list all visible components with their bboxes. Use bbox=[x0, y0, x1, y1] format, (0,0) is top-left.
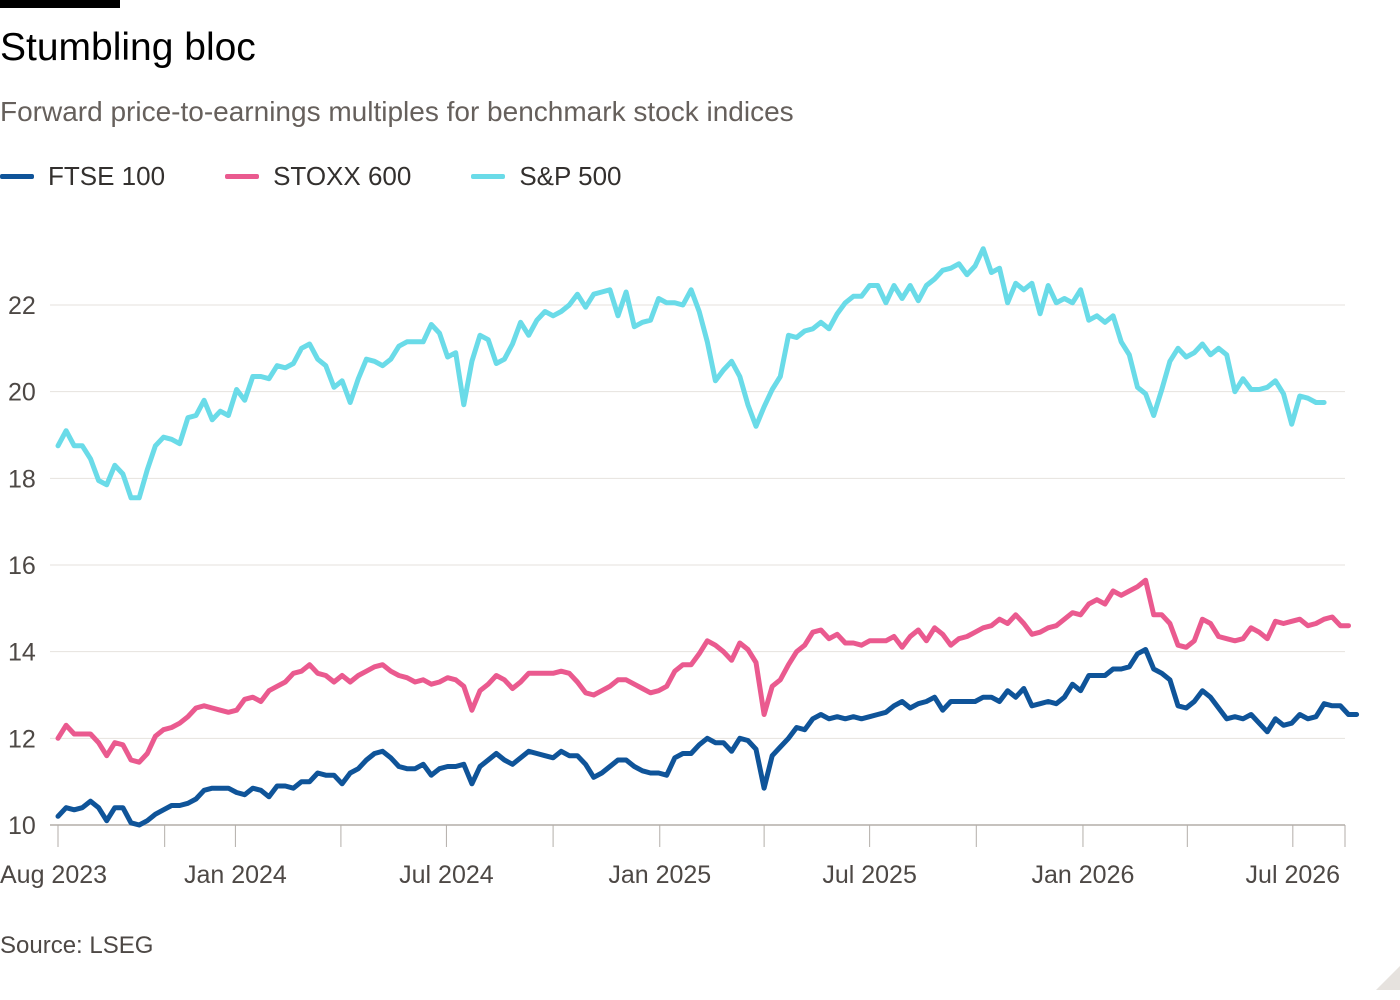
legend: FTSE 100 STOXX 600 S&P 500 bbox=[0, 158, 682, 194]
legend-swatch-ftse bbox=[0, 173, 34, 179]
legend-swatch-sp bbox=[471, 173, 506, 179]
chart-title: Stumbling bloc bbox=[0, 26, 256, 69]
y-tick-label: 22 bbox=[8, 292, 36, 320]
y-tick-label: 18 bbox=[8, 465, 36, 493]
x-tick-label: Jul 2025 bbox=[822, 861, 917, 889]
legend-item-ftse: FTSE 100 bbox=[0, 161, 165, 192]
legend-swatch-stoxx bbox=[225, 173, 260, 179]
series-line-stoxx-600 bbox=[55, 577, 1351, 765]
x-tick-label: Aug 2023 bbox=[0, 861, 107, 889]
x-tick-label: Jan 2024 bbox=[184, 861, 287, 889]
y-tick-label: 12 bbox=[8, 725, 36, 753]
legend-label-sp: S&P 500 bbox=[519, 160, 622, 191]
x-tick-label: Jul 2026 bbox=[1246, 861, 1341, 889]
series-line-ftse-100 bbox=[55, 647, 1360, 828]
y-tick-label: 20 bbox=[8, 379, 36, 407]
source-note: Source: LSEG bbox=[0, 932, 154, 959]
chart-subtitle: Forward price-to-earnings multiples for … bbox=[0, 96, 794, 127]
legend-item-sp: S&P 500 bbox=[471, 160, 622, 192]
y-tick-label: 14 bbox=[8, 639, 36, 667]
series-line-sp-500 bbox=[55, 246, 1327, 501]
corner-mark bbox=[1376, 966, 1400, 990]
line-chart: 10 12 14 16 18 20 22 Aug 2023 Jan 2024 Jul 2024 Ja… bbox=[0, 246, 1360, 889]
x-tick-label: Jan 2026 bbox=[1032, 861, 1135, 889]
x-tick-label: Jan 2025 bbox=[608, 861, 711, 889]
y-tick-label: 16 bbox=[8, 552, 36, 580]
legend-item-stoxx: STOXX 600 bbox=[225, 161, 411, 192]
brand-bar bbox=[0, 0, 120, 8]
x-tick-label: Jul 2024 bbox=[399, 861, 494, 889]
y-tick-label: 10 bbox=[8, 812, 36, 840]
legend-label-ftse: FTSE 100 bbox=[48, 160, 166, 191]
legend-label-stoxx: STOXX 600 bbox=[273, 160, 412, 191]
